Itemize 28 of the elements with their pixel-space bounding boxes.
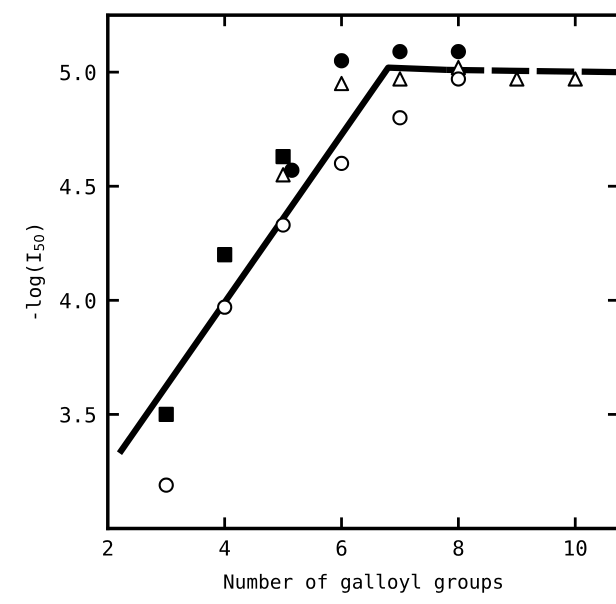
point	[217, 300, 232, 315]
point	[450, 44, 466, 60]
point	[568, 71, 583, 87]
x-tick-label: 2	[103, 540, 112, 556]
point	[392, 71, 408, 87]
y-tick-label: 3.5	[60, 406, 96, 423]
point	[158, 478, 174, 493]
point	[275, 217, 291, 233]
point	[284, 162, 300, 178]
x-tick-label: 4	[219, 540, 230, 556]
point	[275, 167, 291, 182]
point	[217, 247, 232, 262]
x-tick-label: 8	[453, 540, 464, 556]
y-tick-label: 4.5	[60, 179, 96, 194]
point	[450, 71, 466, 87]
point	[334, 53, 350, 68]
x-tick-label: 6	[336, 540, 346, 556]
x-tick-label: 10	[565, 540, 586, 556]
point	[334, 76, 350, 92]
y-tick-label: 5.0	[60, 64, 96, 80]
y-tick-label: 4.0	[60, 292, 96, 309]
point	[158, 406, 174, 422]
y-axis-title: -log(I$_{50}$)	[26, 226, 45, 318]
point	[334, 156, 350, 172]
point	[392, 110, 408, 126]
x-axis-title: Number of galloyl groups	[224, 574, 502, 593]
point	[275, 148, 291, 164]
point	[392, 44, 408, 60]
